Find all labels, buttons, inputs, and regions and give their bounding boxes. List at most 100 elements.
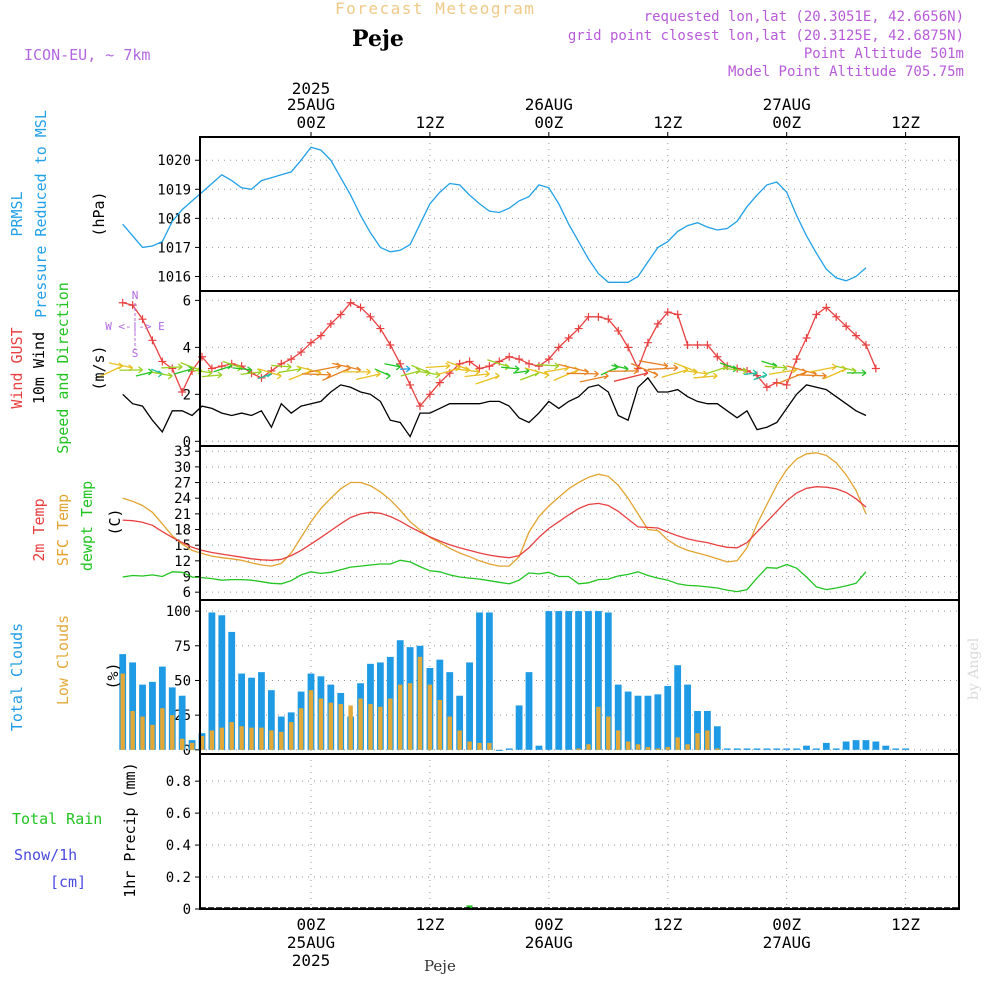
total-cloud-bar	[773, 748, 781, 750]
gust-marker	[525, 359, 534, 368]
compass-south: S	[132, 347, 139, 360]
wind-direction-arrow	[558, 363, 589, 373]
panel-3-grid	[195, 446, 959, 600]
gust-marker	[435, 378, 444, 387]
y-tick-label: 2	[183, 387, 191, 403]
total-cloud-bar	[466, 662, 473, 750]
gust-marker	[465, 357, 474, 366]
gust-marker	[822, 303, 831, 312]
wind-arrow-head	[138, 366, 143, 374]
low-cloud-bar	[417, 656, 423, 750]
low-cloud-bar	[378, 706, 383, 750]
total-cloud-bar	[565, 611, 573, 750]
top-date-label: 26AUG	[525, 95, 573, 114]
wind-arrow-head	[276, 372, 282, 380]
total-cloud-bar	[872, 741, 880, 750]
low-cloud-bar	[130, 710, 135, 750]
temp-2m-line	[122, 486, 867, 561]
wind-arrow-head	[594, 370, 599, 378]
gust-marker	[713, 352, 722, 361]
wind-direction-arrow	[786, 365, 817, 375]
gust-marker	[178, 387, 187, 396]
y-tick-label: 1017	[157, 240, 191, 256]
sfc-temp-line	[122, 452, 867, 567]
gust-marker	[406, 380, 415, 389]
wind-direction-arrow	[97, 365, 123, 379]
wind-direction-arrow	[553, 369, 579, 381]
total-cloud-bar	[882, 745, 890, 750]
wind-arrow-head	[385, 372, 391, 380]
wind-direction-arrow	[835, 365, 857, 372]
low-cloud-bar	[328, 702, 334, 750]
wind-direction-arrow	[647, 367, 678, 371]
gust-marker	[425, 390, 434, 399]
bottom-hour-label: 00Z	[772, 915, 801, 934]
low-cloud-bar	[170, 715, 175, 750]
total-cloud-bar	[862, 740, 870, 750]
bottom-year-label: 2025	[292, 951, 331, 970]
bottom-hour-label: 00Z	[534, 915, 563, 934]
low-cloud-bar	[140, 716, 145, 750]
wind-arrow-head	[752, 369, 758, 377]
wind-direction-arrow	[257, 373, 272, 380]
gust-marker	[505, 352, 514, 361]
wind-direction-arrow	[524, 367, 550, 376]
y-tick-label: 21	[174, 507, 191, 523]
gust-marker	[316, 331, 325, 340]
total-cloud-bar	[208, 612, 216, 750]
wind-direction-arrow	[566, 372, 599, 375]
low-cloud-bar	[288, 722, 294, 750]
gust-marker	[693, 341, 702, 350]
wind-arrow-head	[326, 371, 332, 379]
low-cloud-bar	[477, 742, 482, 750]
model-label: ICON-EU, ~ 7km	[24, 46, 151, 64]
wind-direction-arrow	[240, 371, 262, 376]
bottom-date-label: 27AUG	[763, 933, 811, 952]
y-tick-label: 0.2	[166, 870, 191, 886]
wind-arrow-head	[484, 370, 490, 378]
low-cloud-bar	[665, 747, 670, 750]
wind-direction-arrow	[332, 362, 361, 371]
wind-arrow-head	[712, 372, 718, 380]
pressure-label-long: Pressure Reduced to MSL	[32, 110, 50, 318]
temp-2m-label: 2m Temp	[30, 498, 48, 561]
gust-marker	[792, 355, 801, 364]
low-cloud-bar	[705, 730, 710, 750]
gust-marker	[673, 310, 682, 319]
wind-arrow-head	[366, 368, 371, 376]
bottom-hour-label: 12Z	[891, 915, 920, 934]
low-cloud-bar	[189, 742, 195, 750]
wind-arrow-head	[782, 364, 788, 372]
total-cloud-bar	[575, 611, 582, 750]
rain-bar	[466, 905, 473, 909]
top-hour-label: 00Z	[772, 113, 801, 132]
wind-direction-arrow	[180, 361, 203, 372]
wind-direction-arrow	[764, 365, 787, 369]
pressure-label-short: PRMSL	[8, 191, 26, 236]
meteogram-title: Forecast Meteogram	[335, 0, 536, 18]
low-cloud-bar	[298, 708, 304, 750]
total-cloud-bar	[783, 748, 791, 750]
top-date-label: 27AUG	[763, 95, 811, 114]
temp-unit-label: (C)	[106, 508, 124, 535]
total-cloud-bar	[555, 611, 563, 750]
wind-direction-arrow	[309, 365, 341, 373]
gust-marker	[871, 364, 880, 373]
top-date-label: 25AUG	[287, 95, 335, 114]
wind-direction-arrow	[213, 365, 232, 373]
total-cloud-bar	[694, 710, 701, 750]
low-cloud-bar	[407, 683, 413, 750]
wind-direction-arrow	[579, 375, 609, 383]
y-tick-label: 6	[183, 585, 191, 601]
wind-direction-arrow	[271, 364, 292, 368]
compass-north: N	[132, 289, 139, 302]
wind-arrow-head	[494, 372, 500, 380]
wind-arrow-head	[257, 368, 262, 376]
low-cloud-bar	[616, 730, 621, 750]
total-cloud-bar	[674, 665, 682, 750]
total-cloud-bar	[654, 694, 662, 750]
gust-marker	[564, 333, 573, 342]
low-cloud-bar	[675, 737, 680, 750]
gust-marker	[782, 380, 791, 389]
